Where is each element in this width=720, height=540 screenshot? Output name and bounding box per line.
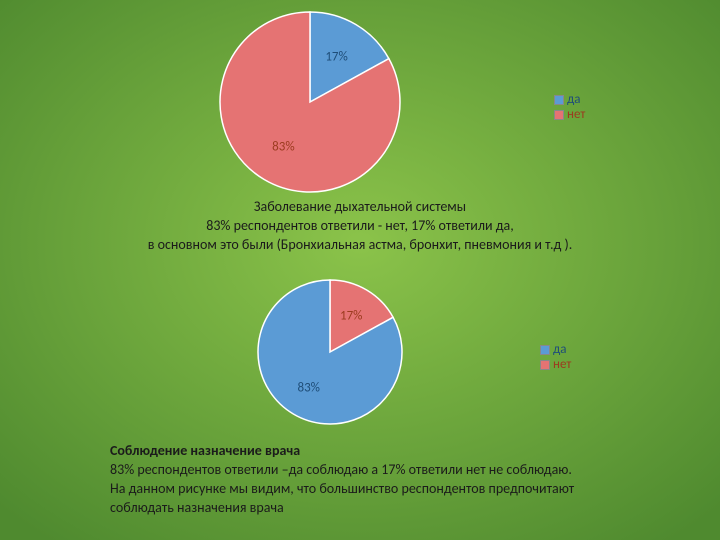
legend-item: да — [540, 342, 571, 357]
legend-swatch — [540, 345, 550, 355]
legend-label: да — [553, 342, 566, 357]
caption-line: 83% респондентов ответили –да соблюдаю а… — [110, 461, 670, 480]
legend-swatch — [540, 360, 550, 370]
slide: данет Заболевание дыхательной системы 83… — [0, 0, 720, 540]
pie-slice-label: 17% — [340, 309, 362, 324]
legend-label: нет — [553, 357, 571, 372]
caption-title: Соблюдение назначение врача — [110, 442, 670, 461]
legend-item: нет — [540, 357, 571, 372]
caption-line: На данном рисунке мы видим, что большинс… — [110, 480, 670, 499]
legend-compliance: данет — [540, 342, 571, 372]
pie-slice-label: 83% — [297, 380, 319, 395]
pie-slice-label: 17% — [325, 50, 347, 65]
pie-slice-label: 83% — [272, 139, 294, 154]
caption-compliance: Соблюдение назначение врача 83% респонде… — [110, 442, 670, 518]
caption-line: соблюдать назначения врача — [110, 499, 670, 518]
